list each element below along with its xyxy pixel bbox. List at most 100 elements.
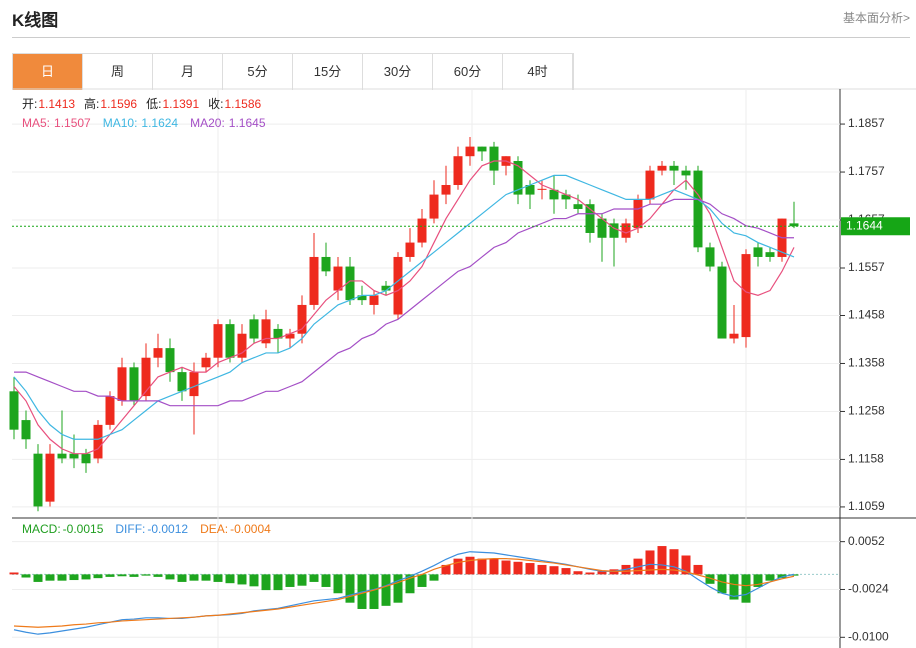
candle-body (549, 189, 559, 200)
macd-bar (777, 574, 787, 579)
candle-body (189, 372, 199, 397)
macd-bar (309, 574, 319, 582)
candle-body (273, 328, 283, 339)
y-tick-label: 1.1059 (848, 499, 885, 513)
candle-body (465, 146, 475, 157)
period-tab[interactable]: 15分 (293, 54, 363, 90)
candle-body (201, 357, 211, 368)
y-tick-label: -0.0024 (848, 582, 889, 596)
period-tab[interactable]: 日 (13, 54, 83, 90)
candle-body (285, 333, 295, 339)
candle-body (681, 170, 691, 176)
candle-body (693, 170, 703, 248)
line (13, 160, 795, 455)
macd-bar (321, 574, 331, 587)
legend-label: MA5: (22, 116, 50, 130)
macd-bar (645, 550, 655, 575)
macd-bar (513, 561, 523, 575)
macd-bar (177, 574, 187, 582)
macd-bar (381, 574, 391, 606)
macd-bar (477, 558, 487, 575)
candle-body (129, 367, 139, 401)
macd-bar (561, 568, 571, 575)
fundamental-link[interactable]: 基本面分析> (842, 11, 910, 25)
macd-bar (9, 572, 19, 575)
candle-body (141, 357, 151, 397)
line (14, 198, 794, 407)
info-value: 1.1586 (224, 97, 261, 111)
macd-bar (345, 574, 355, 603)
macd-bar (21, 574, 31, 578)
macd-bar (501, 560, 511, 575)
candle-body (561, 194, 571, 200)
period-tab[interactable]: 30分 (363, 54, 433, 90)
period-tab[interactable]: 5分 (223, 54, 293, 90)
candle-body (525, 184, 535, 195)
macd-bar (741, 574, 751, 603)
y-tick-label: 0.0052 (848, 534, 885, 548)
macd-bar (465, 556, 475, 575)
candle-body (489, 146, 499, 171)
candle-body (477, 146, 487, 152)
legend-value: 1.1507 (54, 116, 91, 130)
candle-body (153, 348, 163, 358)
macd-bar (705, 574, 715, 584)
macd-bar (657, 546, 667, 575)
period-tab[interactable]: 周 (83, 54, 153, 90)
candle-body (261, 319, 271, 344)
candle-body (117, 367, 127, 401)
line (13, 174, 795, 440)
candle-body (45, 453, 55, 502)
macd-bar (273, 574, 283, 591)
header-rule (12, 37, 910, 38)
info-label: 高: (84, 96, 99, 111)
candle-body (621, 223, 631, 238)
info-label: 收: (208, 97, 223, 111)
period-tab[interactable]: 月 (153, 54, 223, 90)
candle-body (609, 223, 619, 238)
y-tick-label: 1.1458 (848, 308, 885, 322)
macd-bar (213, 574, 223, 582)
candle-body (165, 348, 175, 373)
info-value: 1.1413 (38, 97, 75, 111)
candle-body (105, 396, 115, 425)
period-tab[interactable]: 4时 (503, 54, 573, 90)
macd-bar (45, 574, 55, 581)
macd-bar (117, 574, 127, 577)
candle-body (369, 295, 379, 305)
candle-body (717, 266, 727, 339)
candle-body (381, 285, 391, 291)
macd-bar (453, 558, 463, 575)
candle-body (453, 156, 463, 185)
candle-body (237, 333, 247, 358)
last-price-label: 1.1644 (846, 218, 883, 232)
candle-body (633, 199, 643, 229)
period-tab[interactable]: 60分 (433, 54, 503, 90)
candle-body (441, 184, 451, 195)
macd-bar (537, 564, 547, 575)
y-tick-label: 1.1557 (848, 260, 885, 274)
candle-body (81, 453, 91, 464)
macd-bar (81, 574, 91, 580)
candle-body (33, 453, 43, 507)
legend-value: -0.0015 (63, 522, 104, 536)
macd-bar (297, 574, 307, 586)
candle-body (21, 420, 31, 440)
candle-body (225, 324, 235, 358)
candle-body (585, 204, 595, 233)
macd-bar (237, 574, 247, 585)
info-value: 1.1391 (162, 97, 199, 111)
macd-bar (393, 574, 403, 603)
macd-bar (417, 574, 427, 587)
candle-body (729, 333, 739, 339)
candle-body (417, 218, 427, 243)
candle-body (537, 188, 547, 190)
macd-bar (765, 574, 775, 581)
candle-body (573, 204, 583, 209)
macd-bar (489, 558, 499, 575)
candle-body (297, 304, 307, 334)
last-price-box (841, 217, 910, 236)
candle-body (249, 319, 259, 339)
macd-bar (753, 574, 763, 587)
y-tick-label: -0.0100 (848, 629, 889, 643)
